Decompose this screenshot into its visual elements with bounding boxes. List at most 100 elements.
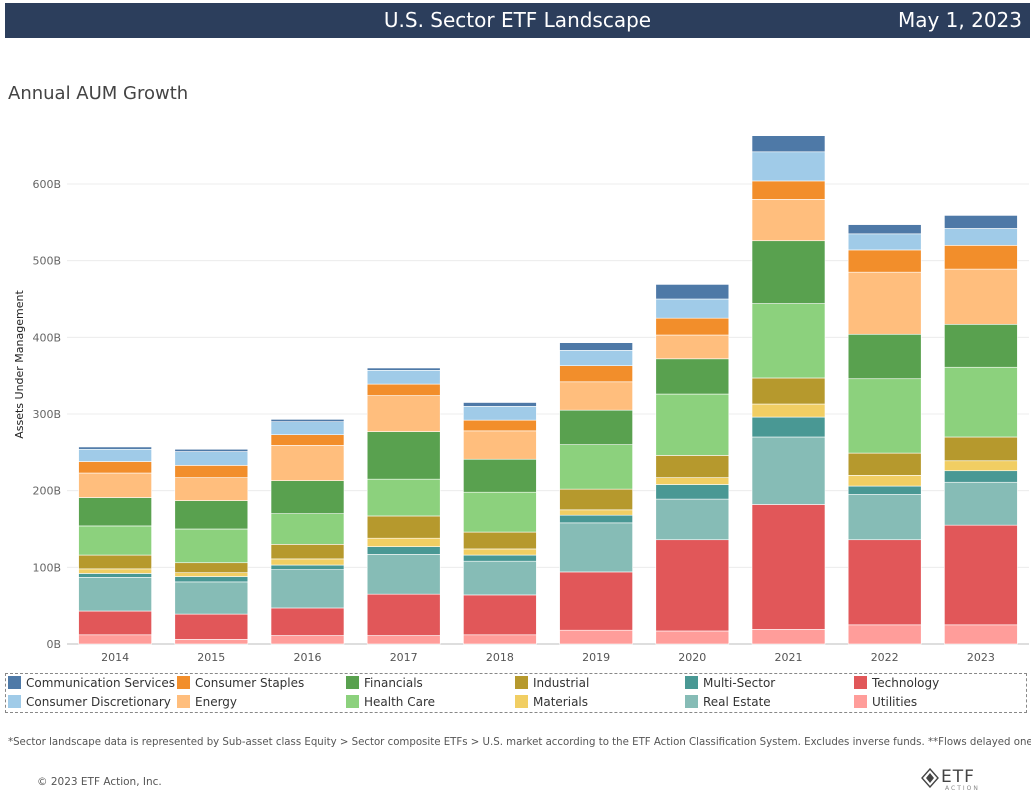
legend-item[interactable]: Multi-Sector xyxy=(685,675,775,691)
bar-segment[interactable] xyxy=(847,485,922,495)
bar-segment[interactable] xyxy=(366,431,441,480)
bar-segment[interactable] xyxy=(655,498,730,541)
bar-segment[interactable] xyxy=(944,228,1018,246)
bar-segment[interactable] xyxy=(559,444,633,490)
bar-segment[interactable] xyxy=(463,531,537,550)
bar-segment[interactable] xyxy=(944,268,1018,325)
bar-segment[interactable] xyxy=(366,395,441,432)
bar-segment[interactable] xyxy=(366,383,441,396)
bar-segment[interactable] xyxy=(751,135,826,153)
bar-segment[interactable] xyxy=(751,240,826,304)
bar-segment[interactable] xyxy=(944,624,1018,645)
bar-segment[interactable] xyxy=(559,381,633,411)
bar-segment[interactable] xyxy=(78,634,152,645)
bar-segment[interactable] xyxy=(847,475,922,487)
legend-item[interactable]: Energy xyxy=(177,694,237,710)
bar-segment[interactable] xyxy=(270,513,345,545)
bar-segment[interactable] xyxy=(174,639,249,645)
bar-segment[interactable] xyxy=(655,334,730,360)
bar-segment[interactable] xyxy=(366,537,441,547)
bar-segment[interactable] xyxy=(463,406,537,421)
bar-segment[interactable] xyxy=(847,249,922,273)
bar-segment[interactable] xyxy=(463,548,537,556)
bar-segment[interactable] xyxy=(270,434,345,446)
bar-segment[interactable] xyxy=(78,576,152,612)
bar-segment[interactable] xyxy=(463,458,537,493)
bar-segment[interactable] xyxy=(944,215,1018,229)
bar-segment[interactable] xyxy=(751,629,826,645)
bar-segment[interactable] xyxy=(655,539,730,632)
bar-segment[interactable] xyxy=(366,478,441,517)
bar-segment[interactable] xyxy=(78,573,152,578)
bar-segment[interactable] xyxy=(270,607,345,636)
bar-segment[interactable] xyxy=(270,564,345,570)
bar-segment[interactable] xyxy=(751,504,826,630)
bar-segment[interactable] xyxy=(463,419,537,432)
bar-segment[interactable] xyxy=(847,494,922,541)
bar-segment[interactable] xyxy=(463,634,537,645)
bar-segment[interactable] xyxy=(174,500,249,530)
bar-segment[interactable] xyxy=(463,594,537,636)
bar-segment[interactable] xyxy=(174,576,249,583)
bar-segment[interactable] xyxy=(559,522,633,573)
legend-item[interactable]: Utilities xyxy=(854,694,917,710)
legend-item[interactable]: Materials xyxy=(515,694,588,710)
bar-segment[interactable] xyxy=(463,554,537,562)
bar-segment[interactable] xyxy=(944,245,1018,270)
legend-item[interactable]: Health Care xyxy=(346,694,435,710)
bar-segment[interactable] xyxy=(751,416,826,438)
bar-segment[interactable] xyxy=(847,539,922,626)
bar-segment[interactable] xyxy=(751,436,826,505)
bar-segment[interactable] xyxy=(559,365,633,383)
bar-segment[interactable] xyxy=(559,514,633,524)
bar-segment[interactable] xyxy=(655,298,730,319)
bar-segment[interactable] xyxy=(751,377,826,405)
bar-segment[interactable] xyxy=(174,562,249,574)
bar-segment[interactable] xyxy=(847,233,922,251)
bar-segment[interactable] xyxy=(78,461,152,474)
legend-item[interactable]: Communication Services xyxy=(8,675,175,691)
bar-segment[interactable] xyxy=(847,271,922,335)
legend-item[interactable]: Industrial xyxy=(515,675,589,691)
bar-segment[interactable] xyxy=(270,419,345,422)
bar-segment[interactable] xyxy=(174,448,249,452)
bar-segment[interactable] xyxy=(78,446,152,450)
bar-segment[interactable] xyxy=(655,284,730,300)
bar-segment[interactable] xyxy=(174,465,249,478)
bar-segment[interactable] xyxy=(847,333,922,380)
bar-segment[interactable] xyxy=(655,358,730,395)
bar-segment[interactable] xyxy=(944,460,1018,472)
bar-segment[interactable] xyxy=(944,481,1018,526)
bar-segment[interactable] xyxy=(655,393,730,456)
bar-segment[interactable] xyxy=(270,635,345,645)
bar-segment[interactable] xyxy=(751,180,826,200)
bar-segment[interactable] xyxy=(655,455,730,478)
bar-segment[interactable] xyxy=(847,452,922,476)
bar-segment[interactable] xyxy=(78,610,152,636)
bar-segment[interactable] xyxy=(270,421,345,435)
legend-item[interactable]: Technology xyxy=(854,675,939,691)
bar-segment[interactable] xyxy=(174,581,249,615)
legend-item[interactable]: Financials xyxy=(346,675,423,691)
bar-segment[interactable] xyxy=(655,477,730,485)
bar-segment[interactable] xyxy=(847,624,922,645)
bar-segment[interactable] xyxy=(559,509,633,516)
bar-segment[interactable] xyxy=(944,324,1018,368)
bar-segment[interactable] xyxy=(655,630,730,645)
bar-segment[interactable] xyxy=(944,470,1018,483)
bar-segment[interactable] xyxy=(366,367,441,371)
bar-segment[interactable] xyxy=(847,224,922,235)
bar-segment[interactable] xyxy=(174,451,249,466)
bar-segment[interactable] xyxy=(559,350,633,367)
bar-segment[interactable] xyxy=(78,554,152,570)
bar-segment[interactable] xyxy=(559,488,633,511)
bar-segment[interactable] xyxy=(463,430,537,460)
bar-segment[interactable] xyxy=(463,402,537,407)
bar-segment[interactable] xyxy=(78,472,152,498)
legend-item[interactable]: Consumer Discretionary xyxy=(8,694,171,710)
bar-segment[interactable] xyxy=(366,515,441,539)
bar-segment[interactable] xyxy=(174,477,249,501)
bar-segment[interactable] xyxy=(559,409,633,445)
bar-segment[interactable] xyxy=(655,317,730,336)
bar-segment[interactable] xyxy=(463,560,537,596)
